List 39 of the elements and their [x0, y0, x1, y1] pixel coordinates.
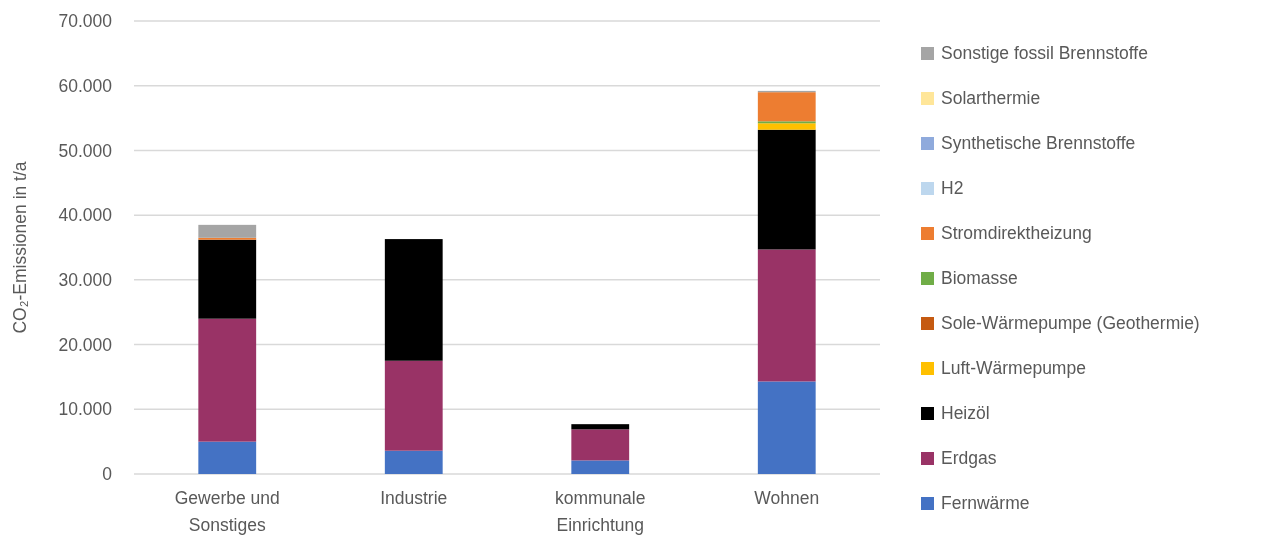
- bar: [384, 360, 443, 451]
- bar: [198, 239, 257, 319]
- bar: [571, 429, 630, 461]
- legend-label: Synthetische Brennstoffe: [941, 133, 1136, 154]
- y-axis-title: CO₂-Emissionen in t/a: [10, 161, 30, 334]
- legend-label: Luft-Wärmepumpe: [941, 358, 1086, 379]
- y-tick-label: 60.000: [58, 75, 113, 96]
- bar: [757, 381, 816, 474]
- x-tick-label: kommunale Einrichtung: [555, 488, 646, 535]
- bar: [571, 460, 630, 474]
- bar: [198, 441, 257, 474]
- legend-label: Fernwärme: [941, 493, 1030, 514]
- bar: [757, 129, 816, 250]
- y-tick-label: 0: [102, 464, 113, 485]
- legend-label: Sole-Wärmepumpe (Geothermie): [941, 313, 1200, 334]
- bar: [384, 239, 443, 361]
- bar: [198, 318, 257, 442]
- bar: [571, 424, 630, 430]
- legend-label: Sonstige fossil Brennstoffe: [941, 43, 1148, 64]
- bar: [757, 249, 816, 382]
- x-tick-label: Industrie: [380, 488, 448, 508]
- legend-label: Solarthermie: [941, 88, 1041, 109]
- y-tick-label: 30.000: [58, 269, 113, 290]
- y-tick-label: 10.000: [58, 399, 113, 420]
- legend-label: Erdgas: [941, 448, 997, 469]
- bar: [757, 92, 816, 122]
- x-tick-label: Wohnen: [754, 488, 820, 508]
- bar: [757, 123, 816, 130]
- bar: [384, 450, 443, 474]
- y-tick-label: 40.000: [58, 205, 113, 226]
- y-tick-label: 70.000: [58, 11, 113, 32]
- y-tick-label: 50.000: [58, 140, 113, 161]
- legend-label: Heizöl: [941, 403, 990, 424]
- legend-label: Biomasse: [941, 268, 1018, 289]
- y-tick-label: 20.000: [58, 334, 113, 355]
- legend-label: Stromdirektheizung: [941, 223, 1092, 244]
- legend-label: H2: [941, 178, 964, 199]
- x-tick-label: Gewerbe und Sonstiges: [174, 488, 280, 535]
- bar: [198, 224, 257, 238]
